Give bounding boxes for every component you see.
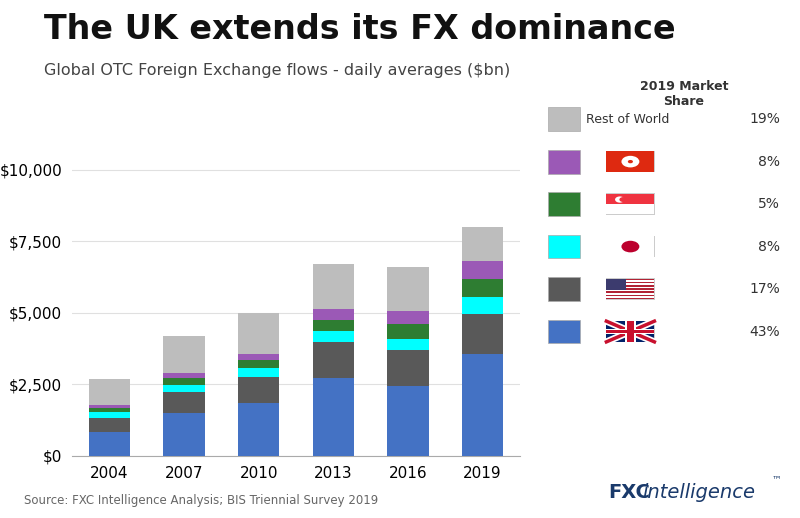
Bar	[238, 313, 279, 354]
Bar	[313, 320, 354, 331]
Text: 2019 Market
Share: 2019 Market Share	[640, 80, 728, 108]
Bar	[163, 385, 205, 392]
Text: Rest of World: Rest of World	[586, 112, 670, 126]
Bar	[163, 392, 205, 413]
Bar	[313, 342, 354, 378]
Text: 17%: 17%	[750, 282, 780, 296]
Bar	[238, 368, 279, 377]
Bar	[89, 418, 130, 432]
Bar	[462, 297, 503, 314]
Text: Source: FXC Intelligence Analysis; BIS Triennial Survey 2019: Source: FXC Intelligence Analysis; BIS T…	[24, 494, 378, 507]
Bar	[89, 408, 130, 412]
Bar	[313, 378, 354, 456]
Text: Global OTC Foreign Exchange flows - daily averages ($bn): Global OTC Foreign Exchange flows - dail…	[44, 63, 510, 78]
Bar	[238, 377, 279, 403]
Bar	[163, 336, 205, 373]
Text: 19%: 19%	[749, 112, 780, 126]
Bar	[89, 412, 130, 418]
Text: The UK extends its FX dominance: The UK extends its FX dominance	[44, 13, 676, 46]
Text: 8%: 8%	[758, 154, 780, 169]
Bar	[462, 227, 503, 261]
Bar	[238, 361, 279, 368]
Bar	[462, 261, 503, 279]
Bar	[163, 413, 205, 456]
Bar	[387, 386, 429, 456]
Bar	[89, 379, 130, 406]
Bar	[387, 339, 429, 350]
Bar	[89, 406, 130, 408]
Bar	[313, 309, 354, 320]
Bar	[462, 314, 503, 353]
Text: 8%: 8%	[758, 239, 780, 254]
Text: intelligence: intelligence	[642, 483, 755, 502]
Bar	[163, 373, 205, 378]
Bar	[387, 324, 429, 339]
Bar	[313, 331, 354, 342]
Bar	[387, 267, 429, 311]
Bar	[387, 350, 429, 386]
Bar	[89, 432, 130, 456]
Bar	[387, 311, 429, 324]
Bar	[238, 354, 279, 361]
Bar	[163, 378, 205, 385]
Bar	[313, 264, 354, 309]
Bar	[462, 353, 503, 456]
Text: 43%: 43%	[750, 324, 780, 339]
Bar	[238, 403, 279, 456]
Text: FXC: FXC	[608, 483, 650, 502]
Text: ™: ™	[772, 474, 782, 484]
Text: 5%: 5%	[758, 197, 780, 211]
Bar	[462, 279, 503, 297]
